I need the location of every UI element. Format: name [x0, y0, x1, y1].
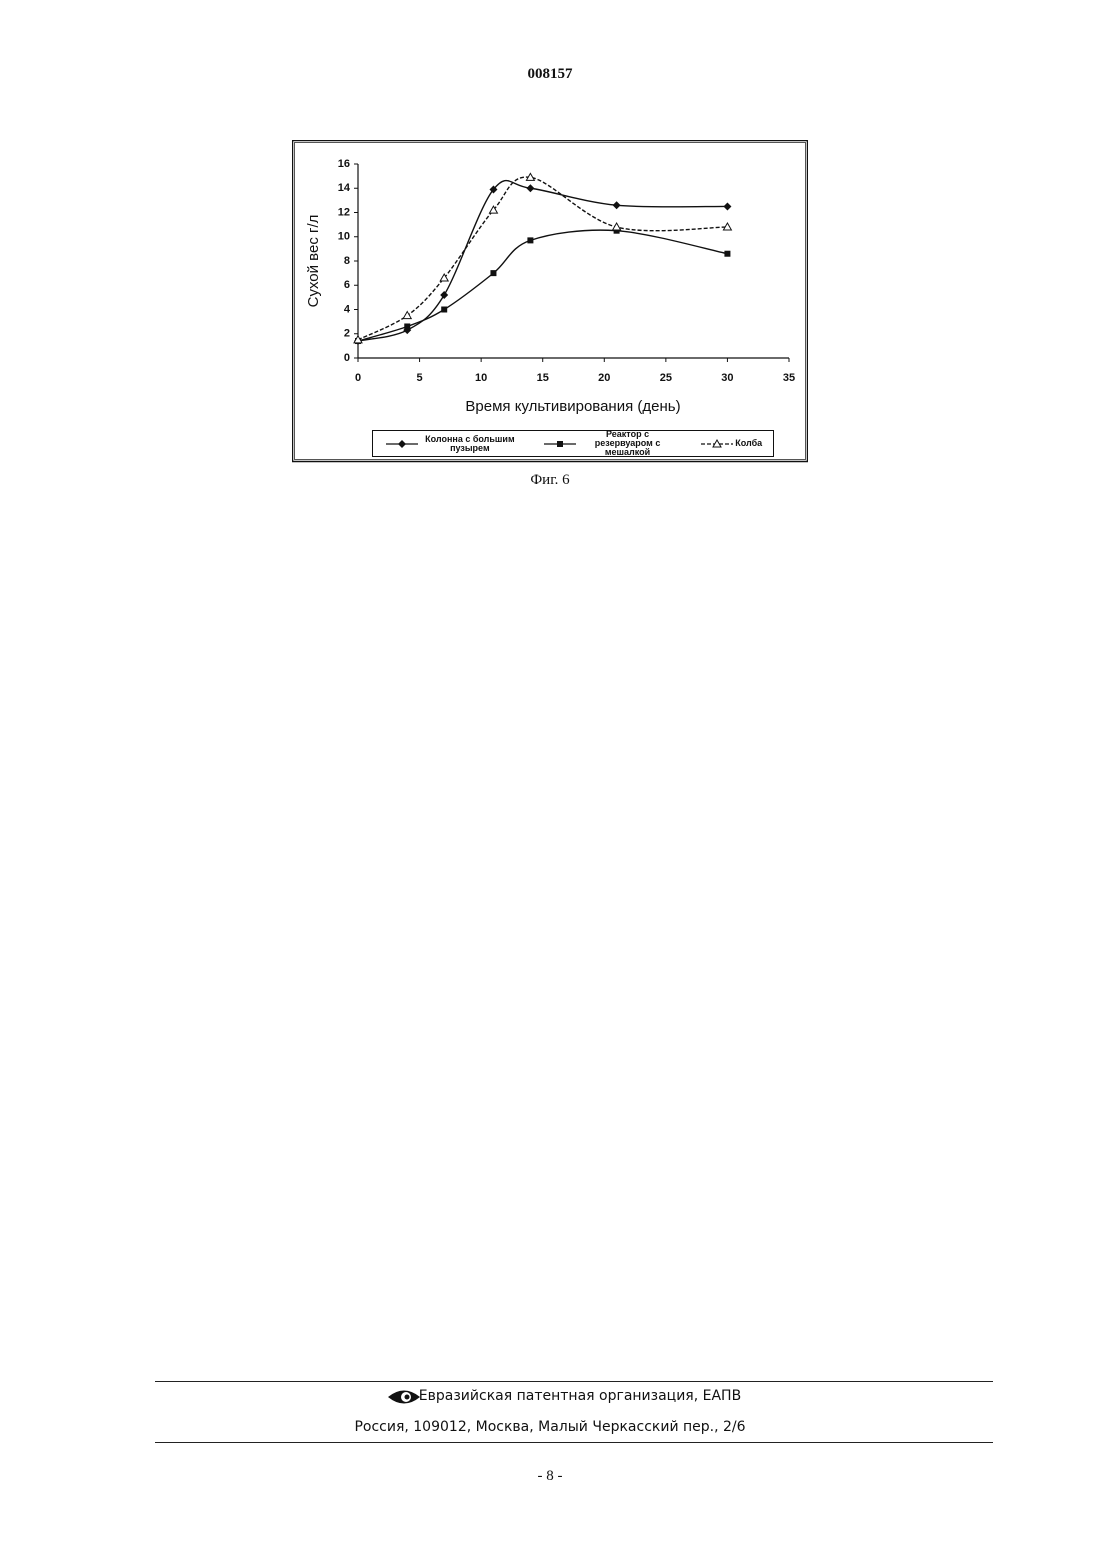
x-tick-label: 25 — [660, 372, 672, 384]
legend: Колонна с большим пузырем Реактор с резер… — [372, 430, 774, 457]
y-tick-label: 14 — [338, 182, 351, 194]
legend-swatch — [699, 438, 735, 450]
legend-label: Колба — [735, 439, 762, 448]
y-tick-label: 0 — [344, 352, 350, 364]
y-tick-label: 8 — [344, 255, 350, 267]
legend-swatch — [384, 438, 420, 450]
page: 008157 Время культивирования (день) Сухо… — [0, 0, 1100, 1556]
marker-square — [527, 237, 533, 243]
x-tick-label: 35 — [783, 372, 795, 384]
legend-item: Колонна с большим пузырем — [384, 435, 520, 453]
x-tick-label: 15 — [537, 372, 549, 384]
marker-square — [557, 441, 563, 447]
y-axis-title: Сухой вес г/л — [305, 215, 322, 308]
legend-item: Реактор с резервуаром с мешалкой — [542, 430, 678, 457]
marker-square — [441, 307, 447, 313]
footer-address: Россия, 109012, Москва, Малый Черкасский… — [0, 1419, 1100, 1435]
legend-item: Колба — [699, 438, 762, 450]
footer-rule — [155, 1381, 993, 1382]
marker-square — [724, 251, 730, 257]
y-tick-label: 12 — [338, 206, 350, 218]
legend-label: Колонна с большим пузырем — [420, 435, 520, 453]
x-tick-label: 10 — [475, 372, 487, 384]
footer-organization: Евразийская патентная организация, ЕАПВ — [0, 1388, 1100, 1404]
x-tick-label: 5 — [417, 372, 423, 384]
y-tick-label: 6 — [344, 279, 350, 291]
marker-square — [404, 323, 410, 329]
x-axis-title: Время культивирования (день) — [465, 398, 680, 415]
footer-rule — [155, 1442, 993, 1443]
x-tick-label: 0 — [355, 372, 361, 384]
legend-swatch — [542, 438, 578, 450]
y-tick-label: 10 — [338, 231, 350, 243]
y-tick-label: 16 — [338, 158, 350, 170]
marker-square — [490, 270, 496, 276]
chart: Время культивирования (день) Сухой вес г… — [292, 140, 808, 463]
marker-diamond — [398, 440, 406, 448]
y-tick-label: 2 — [344, 328, 350, 340]
y-tick-label: 4 — [344, 303, 351, 315]
patent-number: 008157 — [0, 66, 1100, 83]
page-number: - 8 - — [0, 1468, 1100, 1485]
figure-caption: Фиг. 6 — [0, 472, 1100, 489]
legend-label: Реактор с резервуаром с мешалкой — [578, 430, 678, 457]
x-tick-label: 30 — [721, 372, 733, 384]
x-tick-label: 20 — [598, 372, 610, 384]
